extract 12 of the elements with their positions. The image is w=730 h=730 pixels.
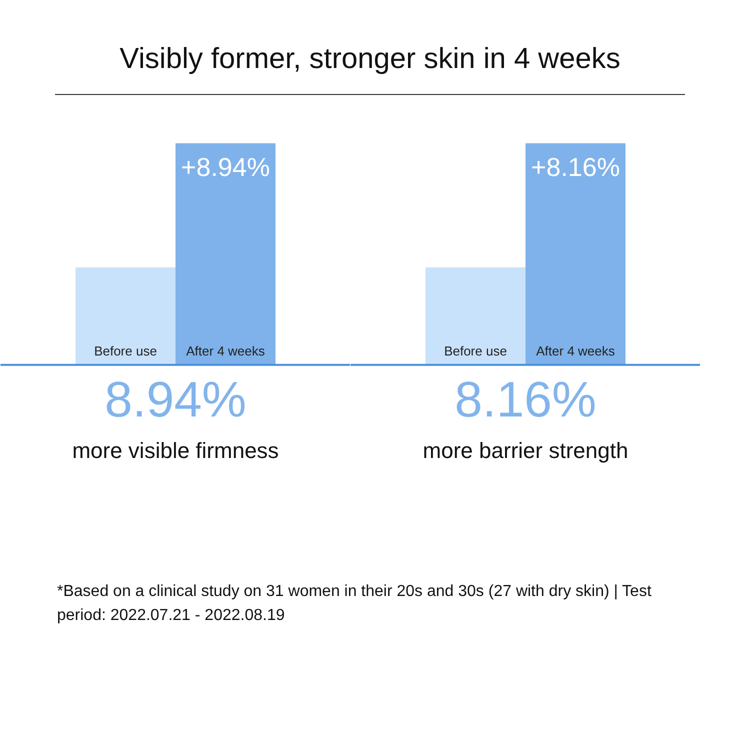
text: 8.94% <box>104 372 246 428</box>
annotation: +8.16% <box>531 152 620 182</box>
chart-title: Visibly former, stronger skin in 4 weeks <box>55 5 685 96</box>
x-tick-label: After 4 weeks <box>186 343 266 358</box>
x-tick-label: Before use <box>444 343 507 358</box>
text: *Based on a clinical study on 31 women in their 20s and 30s (27 with dry skin) | Test period: 2022.07.21 - 2022.08.19 <box>57 582 652 626</box>
x-tick-label: Before use <box>94 343 157 358</box>
text: more visible firmness <box>72 438 279 464</box>
text: more barrier strength <box>422 438 628 464</box>
annotation: +8.94% <box>181 152 270 182</box>
text: 8.16% <box>454 372 596 428</box>
x-tick-label: After 4 weeks <box>536 343 616 358</box>
